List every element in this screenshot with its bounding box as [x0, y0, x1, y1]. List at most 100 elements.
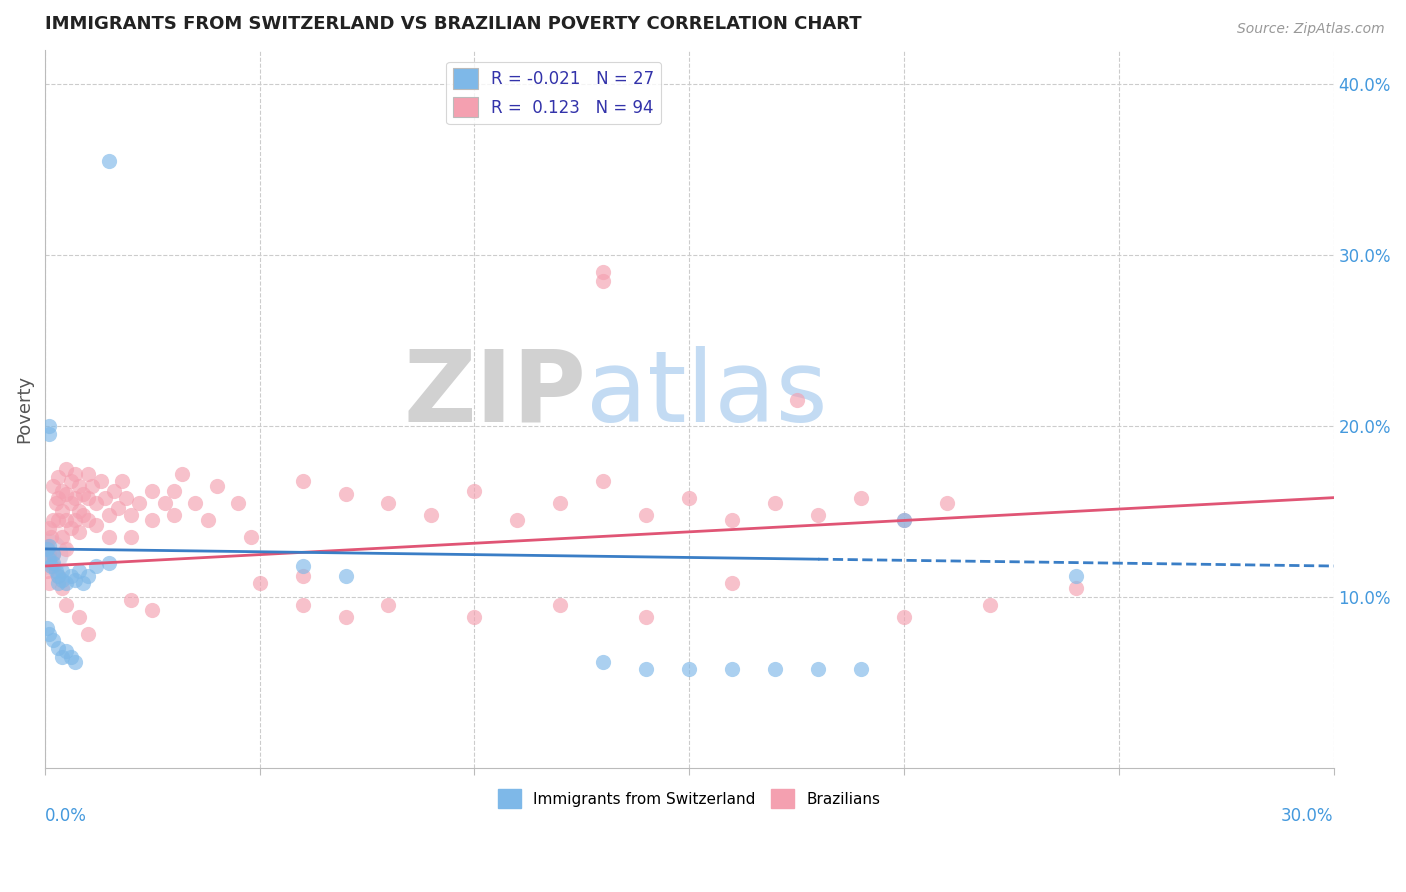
Point — [46, 513, 69, 527]
Text: Source: ZipAtlas.com: Source: ZipAtlas.com — [1237, 22, 1385, 37]
Point — [636, 508, 658, 522]
Point — [63, 513, 86, 527]
Point — [335, 610, 357, 624]
Point — [893, 513, 915, 527]
Point — [120, 508, 142, 522]
Point — [463, 610, 485, 624]
Point — [291, 474, 314, 488]
Point — [38, 539, 60, 553]
Point — [67, 478, 90, 492]
Text: atlas: atlas — [586, 346, 828, 443]
Point — [721, 662, 744, 676]
Point — [67, 524, 90, 539]
Point — [420, 508, 443, 522]
Point — [35, 539, 58, 553]
Point — [550, 496, 572, 510]
Point — [107, 500, 129, 515]
Y-axis label: Poverty: Poverty — [15, 375, 32, 442]
Point — [721, 576, 744, 591]
Point — [59, 569, 82, 583]
Point — [678, 491, 700, 505]
Point — [35, 547, 58, 561]
Point — [72, 576, 94, 591]
Point — [76, 467, 98, 481]
Point — [51, 504, 73, 518]
Point — [46, 470, 69, 484]
Point — [59, 521, 82, 535]
Point — [45, 496, 67, 510]
Point — [335, 569, 357, 583]
Point — [51, 581, 73, 595]
Point — [76, 569, 98, 583]
Point — [141, 603, 163, 617]
Point — [35, 539, 58, 553]
Point — [335, 487, 357, 501]
Point — [76, 491, 98, 505]
Point — [849, 491, 872, 505]
Point — [197, 513, 219, 527]
Point — [98, 508, 121, 522]
Point — [240, 530, 263, 544]
Point — [249, 576, 271, 591]
Point — [786, 393, 808, 408]
Point — [51, 573, 73, 587]
Point — [98, 530, 121, 544]
Point — [67, 504, 90, 518]
Point — [86, 559, 108, 574]
Point — [90, 474, 112, 488]
Point — [35, 564, 58, 578]
Point — [42, 559, 65, 574]
Point — [38, 547, 60, 561]
Point — [807, 662, 830, 676]
Point — [86, 518, 108, 533]
Point — [592, 274, 614, 288]
Point — [42, 547, 65, 561]
Point — [807, 508, 830, 522]
Point — [128, 496, 150, 510]
Point — [59, 649, 82, 664]
Point — [592, 655, 614, 669]
Point — [46, 641, 69, 656]
Point — [763, 662, 786, 676]
Point — [721, 513, 744, 527]
Point — [463, 483, 485, 498]
Point — [678, 662, 700, 676]
Point — [55, 644, 77, 658]
Point — [45, 564, 67, 578]
Point — [55, 576, 77, 591]
Point — [205, 478, 228, 492]
Point — [35, 541, 58, 556]
Point — [39, 530, 62, 544]
Point — [141, 513, 163, 527]
Point — [226, 496, 249, 510]
Point — [42, 556, 65, 570]
Point — [98, 153, 121, 168]
Point — [120, 593, 142, 607]
Point — [76, 627, 98, 641]
Point — [592, 265, 614, 279]
Point — [42, 513, 65, 527]
Point — [550, 599, 572, 613]
Legend: R = -0.021   N = 27, R =  0.123   N = 94: R = -0.021 N = 27, R = 0.123 N = 94 — [446, 62, 661, 124]
Point — [636, 610, 658, 624]
Point — [111, 474, 134, 488]
Point — [184, 496, 207, 510]
Point — [172, 467, 194, 481]
Point — [80, 478, 103, 492]
Point — [42, 547, 65, 561]
Point — [98, 556, 121, 570]
Point — [63, 467, 86, 481]
Point — [63, 491, 86, 505]
Point — [291, 559, 314, 574]
Point — [55, 513, 77, 527]
Point — [115, 491, 138, 505]
Point — [636, 662, 658, 676]
Point — [1064, 581, 1087, 595]
Point — [38, 427, 60, 442]
Text: 0.0%: 0.0% — [45, 807, 87, 825]
Point — [63, 573, 86, 587]
Text: IMMIGRANTS FROM SWITZERLAND VS BRAZILIAN POVERTY CORRELATION CHART: IMMIGRANTS FROM SWITZERLAND VS BRAZILIAN… — [45, 15, 862, 33]
Point — [42, 632, 65, 647]
Point — [46, 576, 69, 591]
Point — [120, 530, 142, 544]
